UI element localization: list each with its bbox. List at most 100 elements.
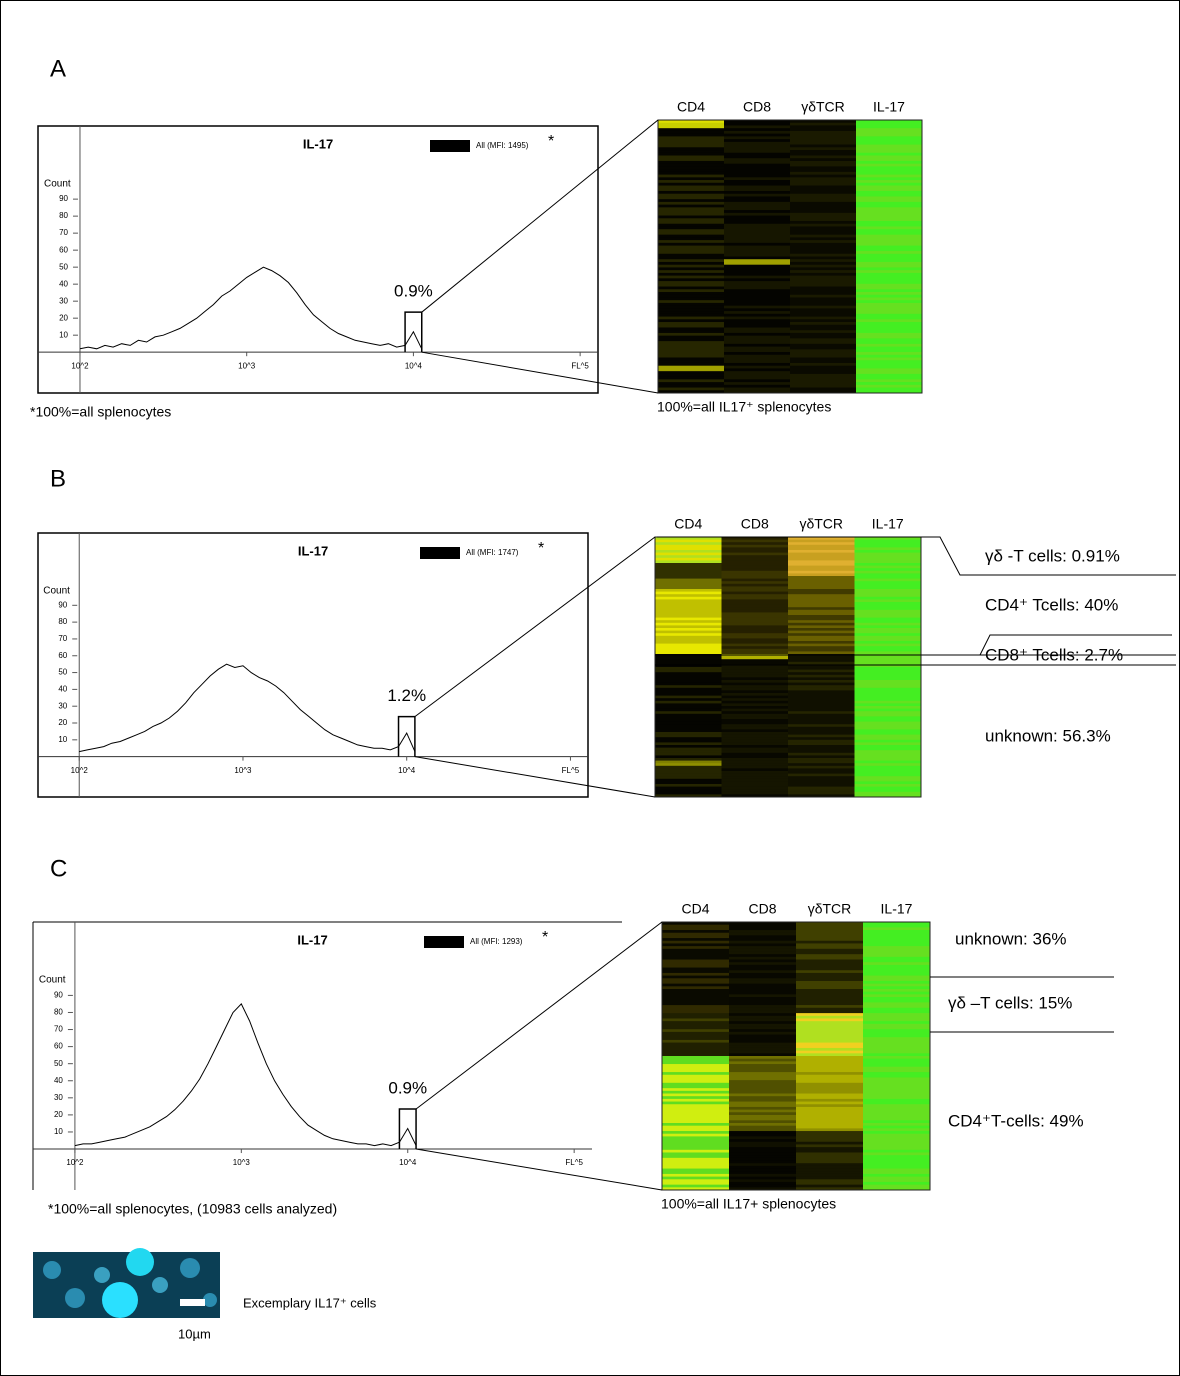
heatmap-row bbox=[721, 716, 789, 720]
heatmap-row bbox=[790, 196, 857, 200]
heatmap-row bbox=[863, 1077, 931, 1081]
heatmap-row bbox=[796, 983, 864, 987]
heatmap-row bbox=[724, 180, 791, 184]
heatmap-row bbox=[724, 352, 791, 356]
heatmap-row bbox=[662, 946, 730, 950]
heatmap-row bbox=[788, 591, 855, 595]
heatmap-row bbox=[788, 752, 855, 756]
y-tick-label: 70 bbox=[59, 228, 68, 237]
heatmap-row bbox=[790, 376, 857, 380]
heatmap-row bbox=[658, 264, 725, 268]
heatmap-row bbox=[662, 1061, 730, 1065]
heatmap-row bbox=[796, 1147, 864, 1151]
heatmap-row bbox=[854, 617, 922, 621]
heatmap-row bbox=[655, 778, 722, 782]
heatmap-row bbox=[658, 322, 725, 326]
heatmap-row bbox=[856, 163, 923, 167]
heatmap-row bbox=[655, 739, 722, 743]
heatmap-row bbox=[662, 1072, 730, 1076]
heatmap-row bbox=[790, 163, 857, 167]
heatmap-row bbox=[724, 311, 791, 315]
heatmap-row bbox=[790, 362, 857, 367]
heatmap-row bbox=[863, 956, 931, 961]
heatmap-row bbox=[863, 970, 931, 974]
heatmap-row bbox=[658, 141, 725, 146]
heatmap-row bbox=[662, 1037, 730, 1041]
heatmap-row bbox=[788, 667, 855, 671]
heatmap-row bbox=[658, 229, 725, 233]
heatmap-row bbox=[658, 275, 725, 279]
heatmap-row bbox=[863, 1021, 931, 1025]
heatmap-row bbox=[658, 248, 725, 252]
heatmap-row bbox=[662, 1039, 730, 1044]
heatmap-row bbox=[721, 700, 789, 704]
heatmap-row bbox=[790, 240, 857, 244]
heatmap-row bbox=[790, 139, 857, 143]
heatmap-row bbox=[863, 1157, 931, 1162]
cell bbox=[152, 1277, 168, 1293]
heatmap-row bbox=[724, 335, 791, 339]
heatmap-row bbox=[658, 130, 725, 135]
heatmap-row bbox=[790, 302, 857, 307]
heatmap-row bbox=[854, 708, 922, 712]
heatmap-row bbox=[721, 726, 789, 730]
heatmap-row bbox=[721, 641, 789, 645]
heatmap-row bbox=[856, 207, 923, 211]
heatmap-row bbox=[655, 786, 722, 790]
heatmap-row bbox=[856, 201, 923, 206]
heatmap-row bbox=[729, 1077, 797, 1081]
heatmap-row bbox=[863, 1050, 931, 1054]
heatmap-row bbox=[788, 560, 855, 564]
heatmap-row bbox=[655, 583, 722, 587]
column-header: CD4 bbox=[674, 516, 702, 532]
heatmap-row bbox=[790, 368, 857, 372]
heatmap-row bbox=[662, 989, 730, 993]
heatmap-row bbox=[856, 261, 923, 266]
heatmap-row bbox=[721, 765, 789, 769]
heatmap-row bbox=[854, 729, 922, 733]
y-tick-label: 50 bbox=[59, 262, 68, 271]
heatmap-row bbox=[854, 615, 922, 619]
heatmap-row bbox=[796, 1173, 864, 1178]
heatmap-row bbox=[721, 784, 789, 788]
heatmap-row bbox=[863, 1117, 931, 1121]
heatmap-row bbox=[658, 335, 725, 339]
heatmap-row bbox=[854, 557, 922, 561]
heatmap-row bbox=[796, 1010, 864, 1014]
heatmap-footnote: 100%=all IL17⁺ splenocytes bbox=[657, 399, 831, 415]
heatmap-row bbox=[788, 716, 855, 720]
heatmap-row bbox=[655, 693, 722, 697]
heatmap-row bbox=[856, 190, 923, 195]
heatmap-row bbox=[854, 638, 922, 642]
heatmap-row bbox=[724, 267, 791, 271]
heatmap-row bbox=[721, 758, 789, 762]
heatmap-row bbox=[863, 1056, 931, 1060]
heatmap-row bbox=[662, 1101, 730, 1105]
heatmap-row bbox=[854, 542, 922, 546]
heatmap-row bbox=[721, 628, 789, 632]
heatmap-row bbox=[863, 991, 931, 995]
heatmap-row bbox=[729, 1072, 797, 1076]
gate bbox=[404, 311, 423, 353]
heatmap-row bbox=[729, 970, 797, 974]
heatmap-row bbox=[788, 596, 855, 600]
heatmap-row bbox=[721, 672, 789, 676]
heatmap-row bbox=[788, 659, 855, 663]
heatmap-row bbox=[729, 1136, 797, 1140]
heatmap-row bbox=[796, 1015, 864, 1019]
heatmap-row bbox=[729, 1061, 797, 1065]
heatmap-row bbox=[724, 158, 791, 162]
heatmap-row bbox=[863, 1018, 931, 1022]
heatmap-row bbox=[655, 768, 722, 772]
heatmap-row bbox=[662, 1056, 730, 1060]
heatmap-row bbox=[658, 343, 725, 348]
heatmap-row bbox=[856, 332, 923, 337]
heatmap-row bbox=[724, 128, 791, 132]
heatmap-row bbox=[856, 182, 923, 187]
heatmap-row bbox=[856, 330, 923, 334]
heatmap-row bbox=[788, 794, 855, 798]
heatmap-row bbox=[655, 747, 722, 751]
heatmap-row bbox=[854, 721, 922, 725]
heatmap-row bbox=[721, 586, 789, 590]
